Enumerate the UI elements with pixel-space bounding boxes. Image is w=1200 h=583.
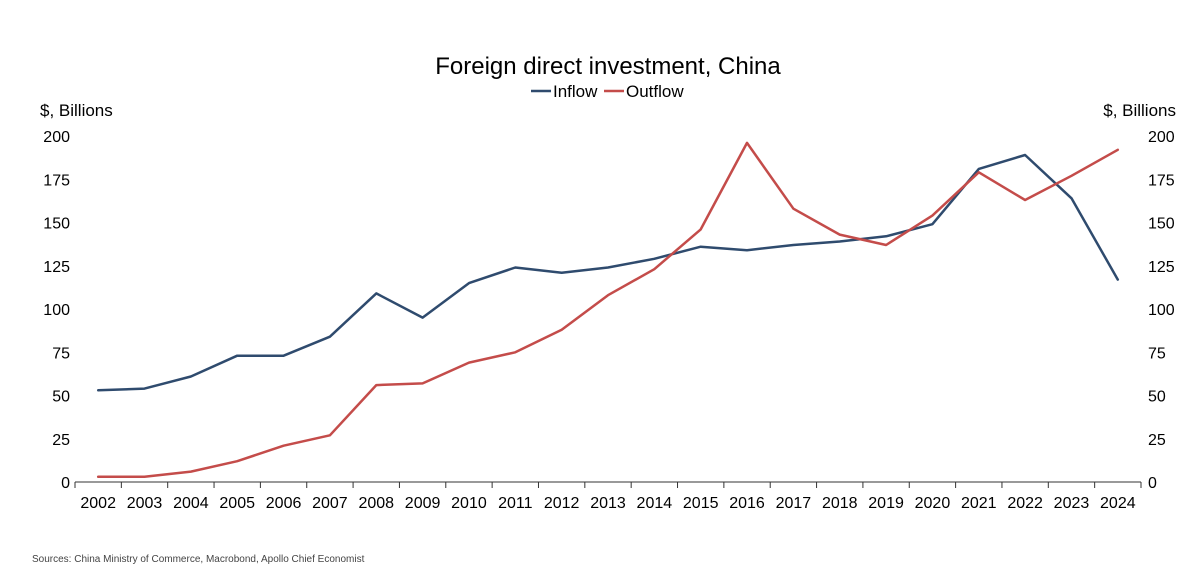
y-tick-right: 200 — [1148, 129, 1175, 146]
x-tick-label: 2024 — [1100, 495, 1136, 512]
y-tick-right: 150 — [1148, 216, 1175, 233]
y-tick-left: 200 — [43, 129, 70, 146]
left-y-axis-ticks: 0 25 50 75 100 125 150 175 200 — [43, 129, 70, 492]
x-tick-label: 2018 — [822, 495, 858, 512]
x-tick-label: 2009 — [405, 495, 441, 512]
left-axis-unit: $, Billions — [40, 101, 113, 120]
y-tick-left: 25 — [52, 432, 70, 449]
y-tick-right: 75 — [1148, 345, 1166, 362]
y-tick-left: 125 — [43, 259, 70, 276]
y-tick-left: 175 — [43, 172, 70, 189]
legend-label-inflow: Inflow — [553, 82, 598, 101]
y-tick-left: 75 — [52, 345, 70, 362]
x-tick-label: 2010 — [451, 495, 487, 512]
source-note: Sources: China Ministry of Commerce, Mac… — [32, 554, 365, 565]
x-tick-label: 2014 — [637, 495, 673, 512]
x-tick-label: 2011 — [498, 495, 533, 512]
y-tick-right: 0 — [1148, 475, 1157, 492]
x-tick-label: 2020 — [915, 495, 951, 512]
x-tick-label: 2012 — [544, 495, 580, 512]
y-tick-right: 175 — [1148, 172, 1175, 189]
x-axis-ticks — [74, 482, 1142, 488]
x-tick-label: 2007 — [312, 495, 348, 512]
y-tick-right: 25 — [1148, 432, 1166, 449]
x-tick-label: 2008 — [358, 495, 394, 512]
x-tick-label: 2006 — [266, 495, 302, 512]
y-tick-left: 50 — [52, 389, 70, 406]
legend-label-outflow: Outflow — [626, 82, 684, 101]
x-tick-label: 2017 — [776, 495, 812, 512]
series-layer — [96, 141, 1120, 479]
x-tick-label: 2016 — [729, 495, 765, 512]
chart-title: Foreign direct investment, China — [435, 53, 781, 80]
y-tick-left: 150 — [43, 216, 70, 233]
legend: Inflow Outflow — [531, 82, 684, 101]
x-axis-labels: 2002 2003 2004 2005 2006 2007 2008 2009 2010 2011… — [80, 495, 1135, 512]
y-tick-right: 50 — [1148, 389, 1166, 406]
x-tick-label: 2015 — [683, 495, 719, 512]
right-y-axis-ticks: 0 25 50 75 100 125 150 175 200 — [1148, 129, 1175, 492]
y-tick-right: 125 — [1148, 259, 1175, 276]
x-tick-label: 2021 — [961, 495, 997, 512]
x-tick-label: 2019 — [868, 495, 904, 512]
y-tick-left: 100 — [43, 302, 70, 319]
x-tick-label: 2023 — [1054, 495, 1090, 512]
y-tick-right: 100 — [1148, 302, 1175, 319]
x-tick-label: 2005 — [219, 495, 255, 512]
x-tick-label: 2002 — [80, 495, 116, 512]
y-tick-left: 0 — [61, 475, 70, 492]
x-tick-label: 2013 — [590, 495, 626, 512]
right-axis-unit: $, Billions — [1103, 101, 1176, 120]
x-tick-label: 2004 — [173, 495, 209, 512]
series-line-outflow — [96, 141, 1120, 479]
x-tick-label: 2003 — [127, 495, 163, 512]
x-tick-label: 2022 — [1007, 495, 1043, 512]
series-line-inflow — [96, 153, 1120, 392]
